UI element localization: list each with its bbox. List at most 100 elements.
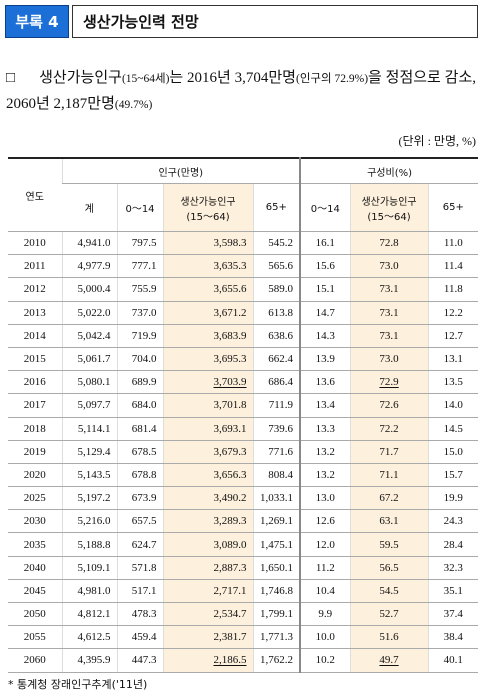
year-cell: 2019 bbox=[8, 439, 62, 464]
value-cell: 624.7 bbox=[116, 532, 163, 557]
cell-text: 13.5 bbox=[443, 376, 463, 389]
cell-text: 638.6 bbox=[268, 329, 294, 342]
value-cell: 63.1 bbox=[349, 509, 429, 534]
year-cell: 2045 bbox=[8, 578, 62, 604]
value-cell: 3,671.2 bbox=[162, 300, 253, 325]
table-row: 2013 5,022.0 737.0 3,671.2 613.8 14.7 73.1 12.2 bbox=[8, 300, 479, 325]
table-row: 2019 5,129.4 678.5 3,679.3 771.6 13.2 71.7 15.0 bbox=[8, 439, 479, 464]
cell-text: 459.4 bbox=[131, 631, 157, 644]
cell-text: 12.7 bbox=[443, 329, 463, 342]
cell-text: 67.2 bbox=[379, 492, 399, 505]
cell-text: 681.4 bbox=[131, 422, 157, 435]
value-cell: 5,000.4 bbox=[61, 277, 117, 302]
text: 생산가능인구 bbox=[39, 70, 122, 86]
cell-text: 771.6 bbox=[268, 445, 294, 458]
cell-text: 72.8 bbox=[379, 237, 399, 250]
value-cell: 3,089.0 bbox=[162, 532, 253, 557]
cell-text: 1,033.1 bbox=[260, 492, 294, 505]
value-cell: 9.9 bbox=[299, 601, 351, 627]
cell-text: 19.9 bbox=[443, 492, 463, 505]
value-cell: 14.5 bbox=[427, 416, 479, 441]
value-cell: 5,114.1 bbox=[61, 416, 117, 441]
title: 생산가능인력 전망 bbox=[72, 5, 478, 38]
cell-text: 5,109.1 bbox=[77, 561, 111, 574]
cell-text: 3,671.2 bbox=[213, 306, 247, 319]
value-cell: 52.7 bbox=[349, 601, 429, 627]
value-cell: 12.6 bbox=[299, 509, 351, 534]
value-cell: 13.5 bbox=[427, 370, 479, 395]
value-cell: 684.0 bbox=[116, 393, 163, 418]
value-cell: 15.1 bbox=[299, 277, 351, 302]
value-cell: 71.7 bbox=[349, 439, 429, 464]
value-cell: 73.0 bbox=[349, 254, 429, 279]
cell-text: 704.0 bbox=[131, 353, 157, 366]
cell-text: 684.0 bbox=[131, 399, 157, 412]
cell-text: 11.2 bbox=[315, 561, 335, 574]
cell-text: 1,650.1 bbox=[260, 561, 294, 574]
cell-text: 3,695.3 bbox=[213, 353, 247, 366]
cell-text: 686.4 bbox=[268, 376, 294, 389]
cell-text: 14.7 bbox=[315, 306, 335, 319]
year-cell: 2025 bbox=[8, 486, 62, 511]
year-cell: 2020 bbox=[8, 462, 62, 488]
value-cell: 56.5 bbox=[349, 555, 429, 580]
value-cell: 12.7 bbox=[427, 323, 479, 348]
table-row: 2025 5,197.2 673.9 3,490.2 1,033.1 13.0 67.2 19… bbox=[8, 486, 479, 511]
value-cell: 2,717.1 bbox=[162, 578, 253, 604]
cell-text: 2014 bbox=[23, 329, 46, 342]
value-cell: 59.5 bbox=[349, 532, 429, 557]
year-cell: 2017 bbox=[8, 393, 62, 418]
year-cell: 2016 bbox=[8, 370, 62, 395]
cell-text: 11.4 bbox=[443, 260, 463, 273]
value-cell: 5,097.7 bbox=[61, 393, 117, 418]
table-row: 2035 5,188.8 624.7 3,089.0 1,475.1 12.0 59.5 28… bbox=[8, 532, 479, 557]
value-cell: 5,188.8 bbox=[61, 532, 117, 557]
cell-text: 2,534.7 bbox=[213, 608, 247, 621]
value-cell: 12.0 bbox=[299, 532, 351, 557]
value-cell: 24.3 bbox=[427, 509, 479, 534]
cell-text: 72.6 bbox=[379, 399, 399, 412]
cell-text: 2030 bbox=[23, 515, 46, 528]
value-cell: 808.4 bbox=[252, 462, 301, 488]
cell-text: 4,941.0 bbox=[77, 237, 111, 250]
cell-text: 662.4 bbox=[268, 353, 294, 366]
header-cell: 연도 bbox=[8, 157, 62, 232]
cell-text: 72.2 bbox=[379, 422, 399, 435]
cell-text: 777.1 bbox=[131, 260, 157, 273]
cell-text: 2060 bbox=[23, 654, 46, 667]
value-cell: 72.8 bbox=[349, 230, 429, 256]
value-cell: 638.6 bbox=[252, 323, 301, 348]
table-row: 2014 5,042.4 719.9 3,683.9 638.6 14.3 73.1 12.7 bbox=[8, 323, 479, 348]
table: 연도 인구(만명) 구성비(%) 계 0～14 생산가능인구 (15～64) 65+ 0… bbox=[8, 157, 479, 673]
cell-text: 2018 bbox=[23, 422, 46, 435]
cell-text: 673.9 bbox=[131, 492, 157, 505]
cell-text: 545.2 bbox=[268, 237, 294, 250]
cell-text: 2019 bbox=[23, 445, 46, 458]
value-cell: 13.3 bbox=[299, 416, 351, 441]
cell-text: 51.6 bbox=[379, 631, 399, 644]
value-cell: 571.8 bbox=[116, 555, 163, 580]
value-cell: 662.4 bbox=[252, 346, 301, 372]
cell-text: 10.4 bbox=[315, 584, 335, 597]
value-cell: 5,042.4 bbox=[61, 323, 117, 348]
cell-text: 5,042.4 bbox=[77, 329, 111, 342]
cell-text: 56.5 bbox=[379, 561, 399, 574]
value-cell: 13.9 bbox=[299, 346, 351, 372]
value-cell: 673.9 bbox=[116, 486, 163, 511]
cell-text: 59.5 bbox=[379, 538, 399, 551]
cell-text: 613.8 bbox=[268, 306, 294, 319]
cell-text: 2015 bbox=[23, 353, 46, 366]
cell-text: 5,022.0 bbox=[77, 306, 111, 319]
value-cell: 5,061.7 bbox=[61, 346, 117, 372]
cell-text: 35.1 bbox=[443, 584, 463, 597]
cell-text: 73.1 bbox=[379, 329, 399, 342]
value-cell: 73.1 bbox=[349, 277, 429, 302]
value-cell: 3,701.8 bbox=[162, 393, 253, 418]
cell-text: 5,000.4 bbox=[77, 283, 111, 296]
value-cell: 711.9 bbox=[252, 393, 301, 418]
cell-text: 49.7 bbox=[379, 654, 399, 667]
value-cell: 10.4 bbox=[299, 578, 351, 604]
value-cell: 4,977.9 bbox=[61, 254, 117, 279]
cell-text: 517.1 bbox=[131, 584, 157, 597]
cell-text: 678.5 bbox=[131, 445, 157, 458]
